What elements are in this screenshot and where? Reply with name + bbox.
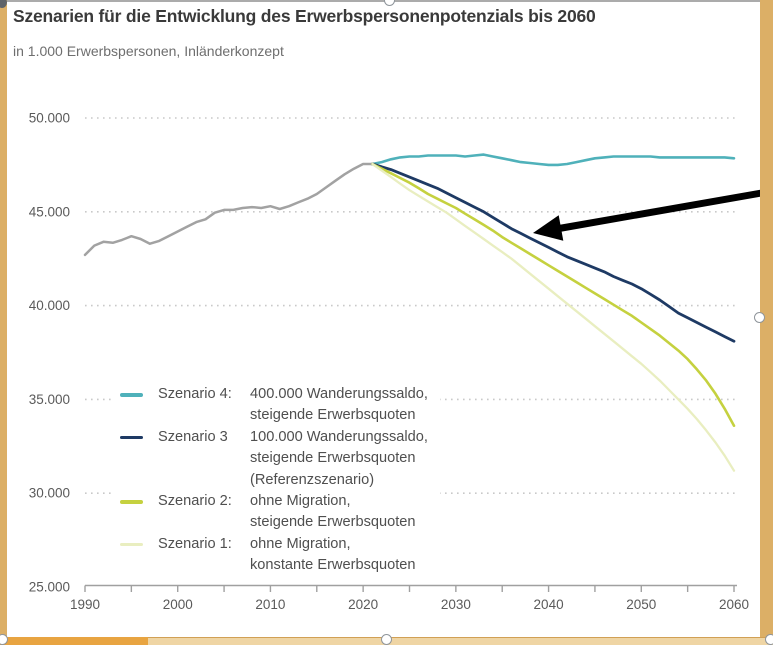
historical-line — [83, 162, 374, 257]
legend-description: ohne Migration, steigende Erwerbsquoten — [250, 493, 416, 531]
annotation-arrow-head — [533, 215, 564, 241]
x-tick-label: 2020 — [348, 597, 378, 612]
legend-item-szenario3: Szenario 3 100.000 Wanderungssaldo, stei… — [120, 427, 428, 491]
legend-description: ohne Migration, konstante Erwerbsquoten — [250, 535, 416, 574]
legend-item-szenario2: Szenario 2: ohne Migration, steigende Er… — [120, 491, 428, 534]
szenario3-line-swatch — [120, 435, 143, 440]
szenario4-line-swatch — [120, 393, 143, 397]
resize-handle-middle-right[interactable] — [754, 312, 765, 323]
table-border-bottom-highlight — [0, 637, 148, 645]
chart-title: Szenarien für die Entwicklung des Erwerb… — [13, 6, 596, 26]
x-tick-label: 2000 — [163, 597, 193, 612]
resize-handle-top-left[interactable] — [0, 0, 7, 8]
chart-subtitle: in 1.000 Erwerbspersonen, Inländerkonzep… — [13, 43, 284, 59]
y-tick-label: 25.000 — [29, 580, 70, 595]
szenario2-line — [371, 162, 736, 428]
szenario1-line-swatch — [120, 542, 143, 547]
resize-handle-bottom-right[interactable] — [765, 634, 773, 645]
y-tick-label: 45.000 — [29, 204, 70, 219]
table-border-left — [0, 0, 7, 637]
szenario4-line — [371, 153, 736, 167]
x-tick-label: 2030 — [441, 597, 471, 612]
y-tick-label: 30.000 — [29, 486, 70, 501]
legend-label: Szenario 1: — [158, 535, 232, 552]
legend-item-szenario4: Szenario 4: 400.000 Wanderungssaldo, ste… — [120, 384, 428, 427]
legend-label: Szenario 3 — [158, 428, 228, 445]
legend-description: 100.000 Wanderungssaldo, steigende Erwer… — [250, 428, 428, 488]
y-tick-label: 35.000 — [29, 392, 70, 407]
chart-legend: Szenario 4: 400.000 Wanderungssaldo, ste… — [112, 382, 440, 579]
y-tick-label: 50.000 — [29, 111, 70, 126]
x-tick-label: 2050 — [626, 597, 656, 612]
x-tick-label: 1990 — [70, 597, 100, 612]
legend-label: Szenario 2: — [158, 493, 232, 510]
legend-label: Szenario 4: — [158, 386, 232, 402]
resize-handle-bottom-center[interactable] — [381, 634, 392, 645]
szenario2-line-swatch — [120, 500, 143, 504]
x-tick-label: 2010 — [255, 597, 285, 612]
x-tick-label: 2040 — [534, 597, 564, 612]
szenario1-line — [371, 162, 736, 472]
szenario3-line — [370, 162, 736, 343]
legend-description: 400.000 Wanderungssaldo, steigende Erwer… — [250, 386, 428, 424]
y-tick-label: 40.000 — [29, 298, 70, 313]
annotation-arrow-shaft — [558, 187, 773, 232]
x-tick-label: 2060 — [719, 597, 749, 612]
legend-item-szenario1: Szenario 1: ohne Migration, konstante Er… — [120, 534, 428, 577]
table-border-right — [760, 0, 773, 637]
